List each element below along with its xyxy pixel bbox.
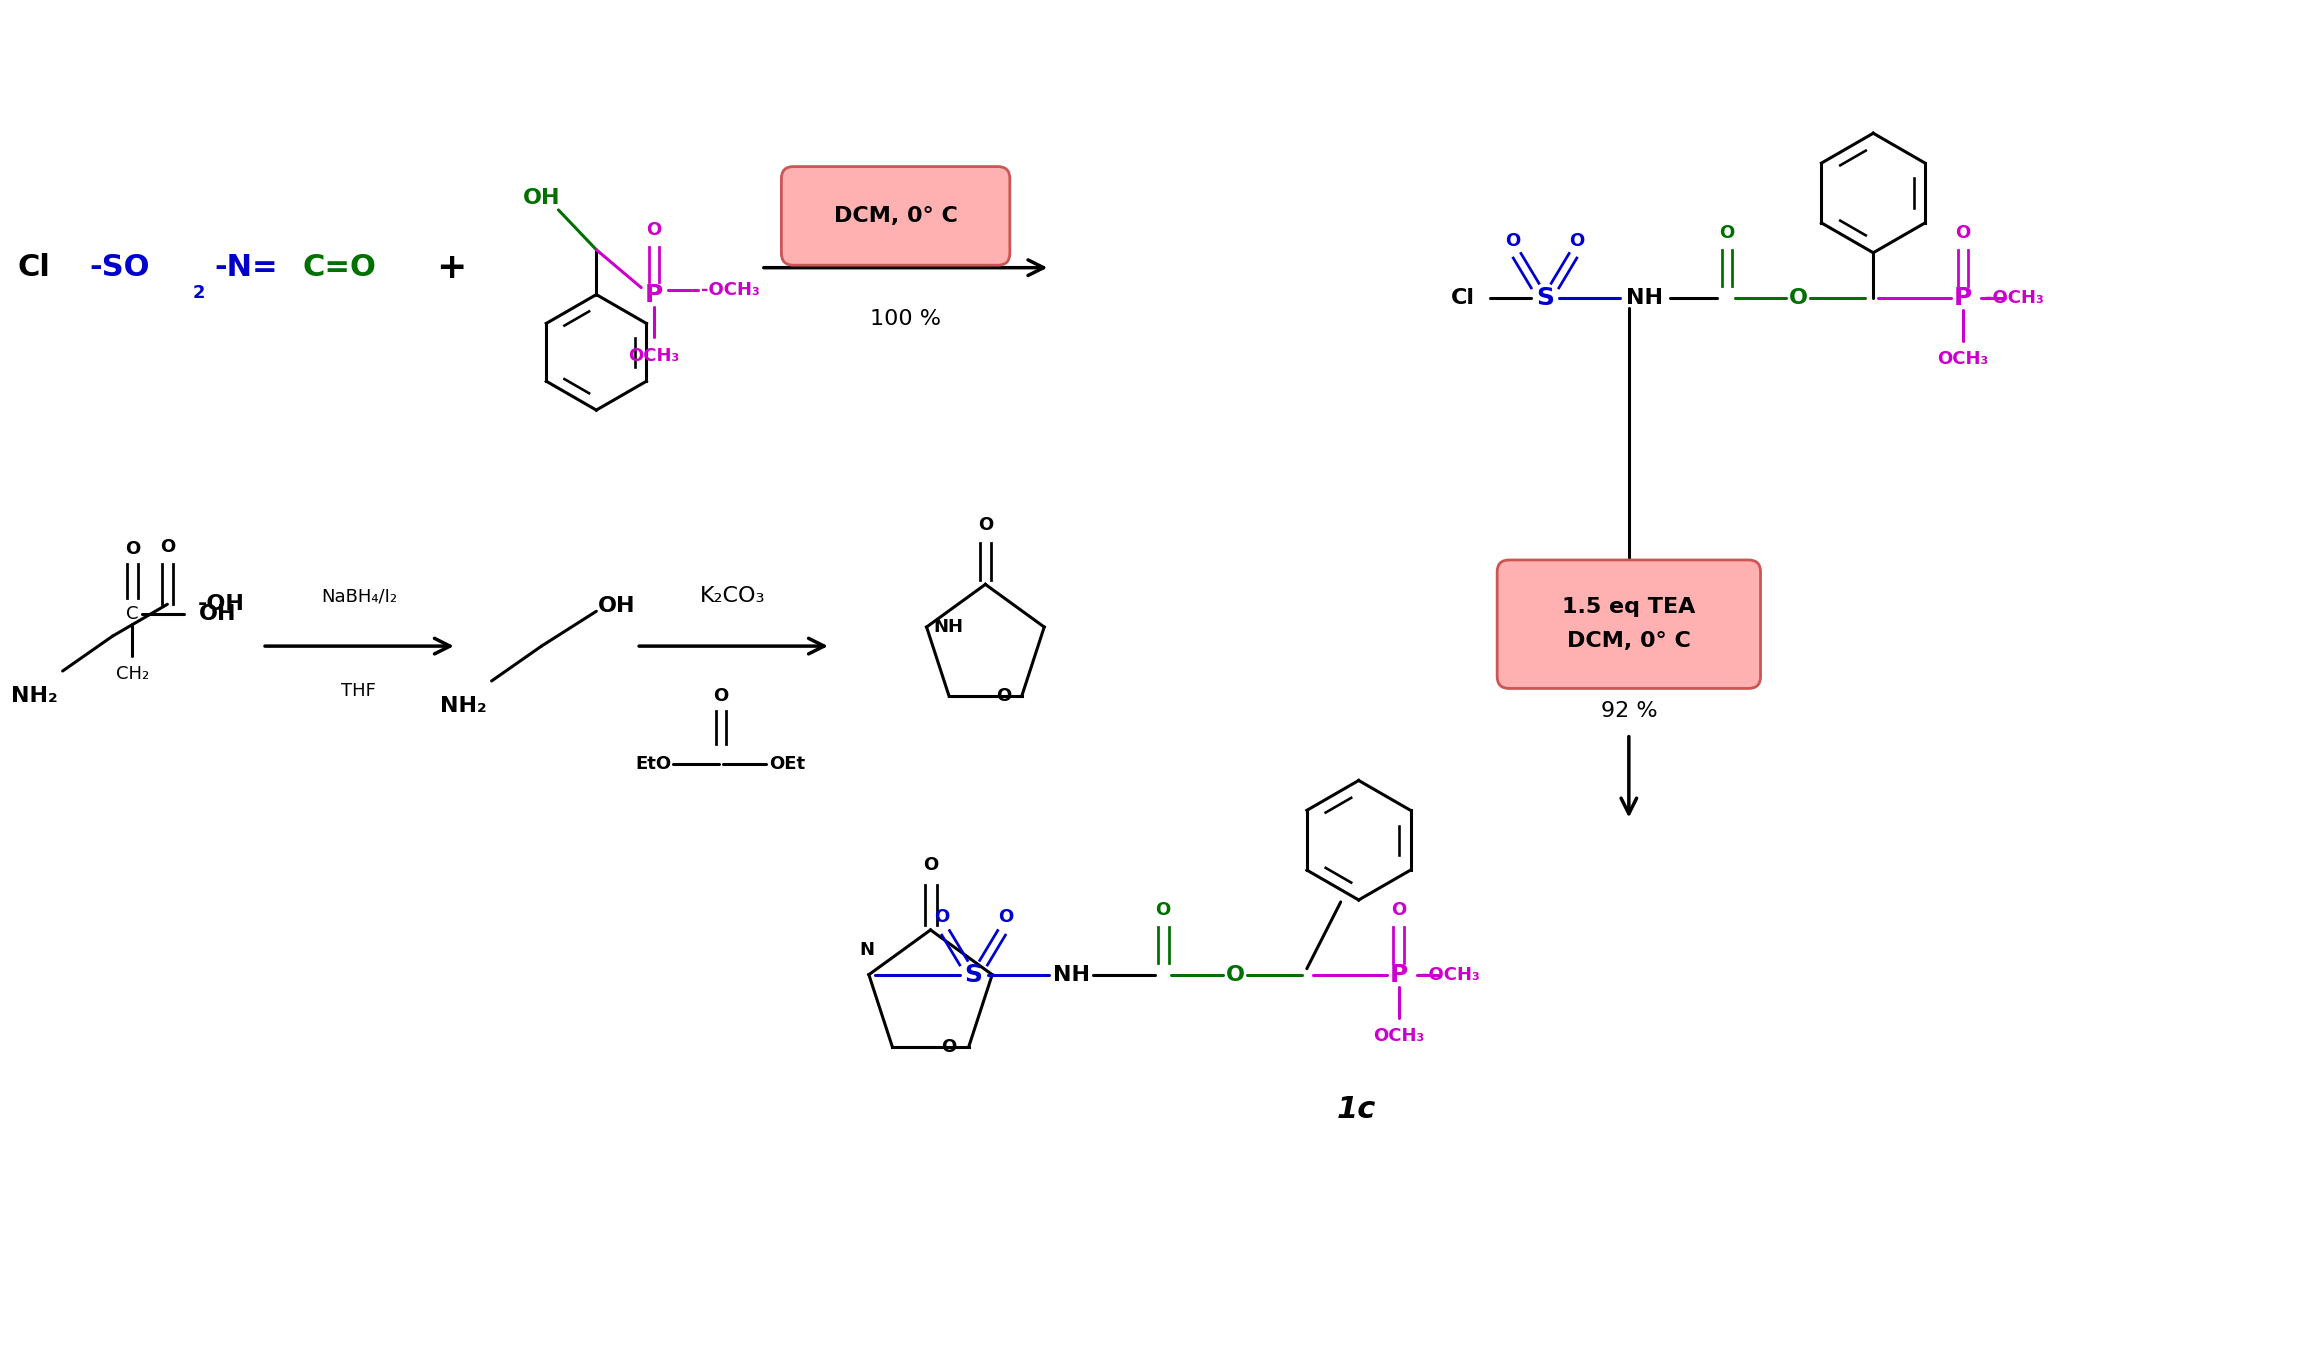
Text: OCH₃: OCH₃ bbox=[1372, 1027, 1425, 1046]
Text: OEt: OEt bbox=[768, 755, 805, 773]
Text: O: O bbox=[998, 909, 1012, 926]
Text: P: P bbox=[1953, 285, 1972, 310]
Text: -OCH₃: -OCH₃ bbox=[1985, 288, 2043, 307]
Text: 1.5 eq TEA: 1.5 eq TEA bbox=[1561, 598, 1695, 618]
Text: K₂CO₃: K₂CO₃ bbox=[701, 587, 766, 606]
Text: C=O: C=O bbox=[302, 253, 376, 283]
Text: O: O bbox=[646, 221, 662, 238]
Text: NaBH₄/I₂: NaBH₄/I₂ bbox=[321, 587, 397, 606]
Text: P: P bbox=[1391, 962, 1407, 987]
Text: THF: THF bbox=[341, 682, 376, 700]
Text: 100 %: 100 % bbox=[869, 310, 941, 330]
Text: S: S bbox=[1536, 285, 1554, 310]
Text: -SO: -SO bbox=[90, 253, 150, 283]
Text: O: O bbox=[996, 686, 1012, 705]
Text: C: C bbox=[127, 606, 138, 623]
Text: 2: 2 bbox=[191, 284, 205, 302]
Text: OH: OH bbox=[523, 188, 560, 209]
Text: -N=: -N= bbox=[214, 253, 279, 283]
Text: NH: NH bbox=[934, 618, 964, 637]
Text: Cl: Cl bbox=[1450, 288, 1476, 307]
Text: P: P bbox=[646, 283, 664, 307]
Text: 1c: 1c bbox=[1337, 1094, 1377, 1124]
Text: O: O bbox=[1506, 232, 1520, 250]
Text: O: O bbox=[1718, 223, 1734, 242]
Text: EtO: EtO bbox=[634, 755, 671, 773]
Text: OCH₃: OCH₃ bbox=[630, 347, 680, 365]
Text: -OCH₃: -OCH₃ bbox=[1420, 965, 1478, 984]
Text: N: N bbox=[860, 941, 874, 958]
Text: O: O bbox=[978, 516, 994, 533]
Text: OH: OH bbox=[597, 596, 634, 616]
Text: O: O bbox=[922, 856, 939, 874]
Text: NH₂: NH₂ bbox=[12, 686, 58, 705]
Text: CH₂: CH₂ bbox=[115, 665, 150, 682]
Text: DCM, 0° C: DCM, 0° C bbox=[835, 206, 957, 226]
Text: Cl: Cl bbox=[18, 253, 51, 283]
Text: O: O bbox=[1955, 223, 1972, 242]
Text: O: O bbox=[1789, 288, 1808, 307]
Text: O: O bbox=[1155, 900, 1171, 919]
FancyBboxPatch shape bbox=[1497, 560, 1759, 688]
Text: O: O bbox=[1570, 232, 1584, 250]
Text: O: O bbox=[941, 1038, 957, 1057]
Text: OH: OH bbox=[198, 604, 235, 625]
Text: O: O bbox=[1224, 965, 1245, 985]
Text: +: + bbox=[436, 250, 466, 285]
Text: O: O bbox=[159, 537, 175, 556]
Text: OCH₃: OCH₃ bbox=[1937, 350, 1988, 369]
Text: O: O bbox=[934, 909, 950, 926]
Text: -OCH₃: -OCH₃ bbox=[701, 280, 761, 299]
Text: NH: NH bbox=[1054, 965, 1091, 985]
Text: O: O bbox=[713, 686, 729, 705]
Text: -OH: -OH bbox=[198, 595, 244, 614]
Text: NH: NH bbox=[1626, 288, 1663, 307]
FancyBboxPatch shape bbox=[782, 167, 1010, 265]
Text: S: S bbox=[964, 962, 982, 987]
Text: DCM, 0° C: DCM, 0° C bbox=[1566, 631, 1690, 651]
Text: O: O bbox=[1391, 900, 1407, 919]
Text: O: O bbox=[125, 540, 141, 557]
Text: 92 %: 92 % bbox=[1600, 701, 1658, 721]
Text: NH₂: NH₂ bbox=[440, 696, 487, 716]
